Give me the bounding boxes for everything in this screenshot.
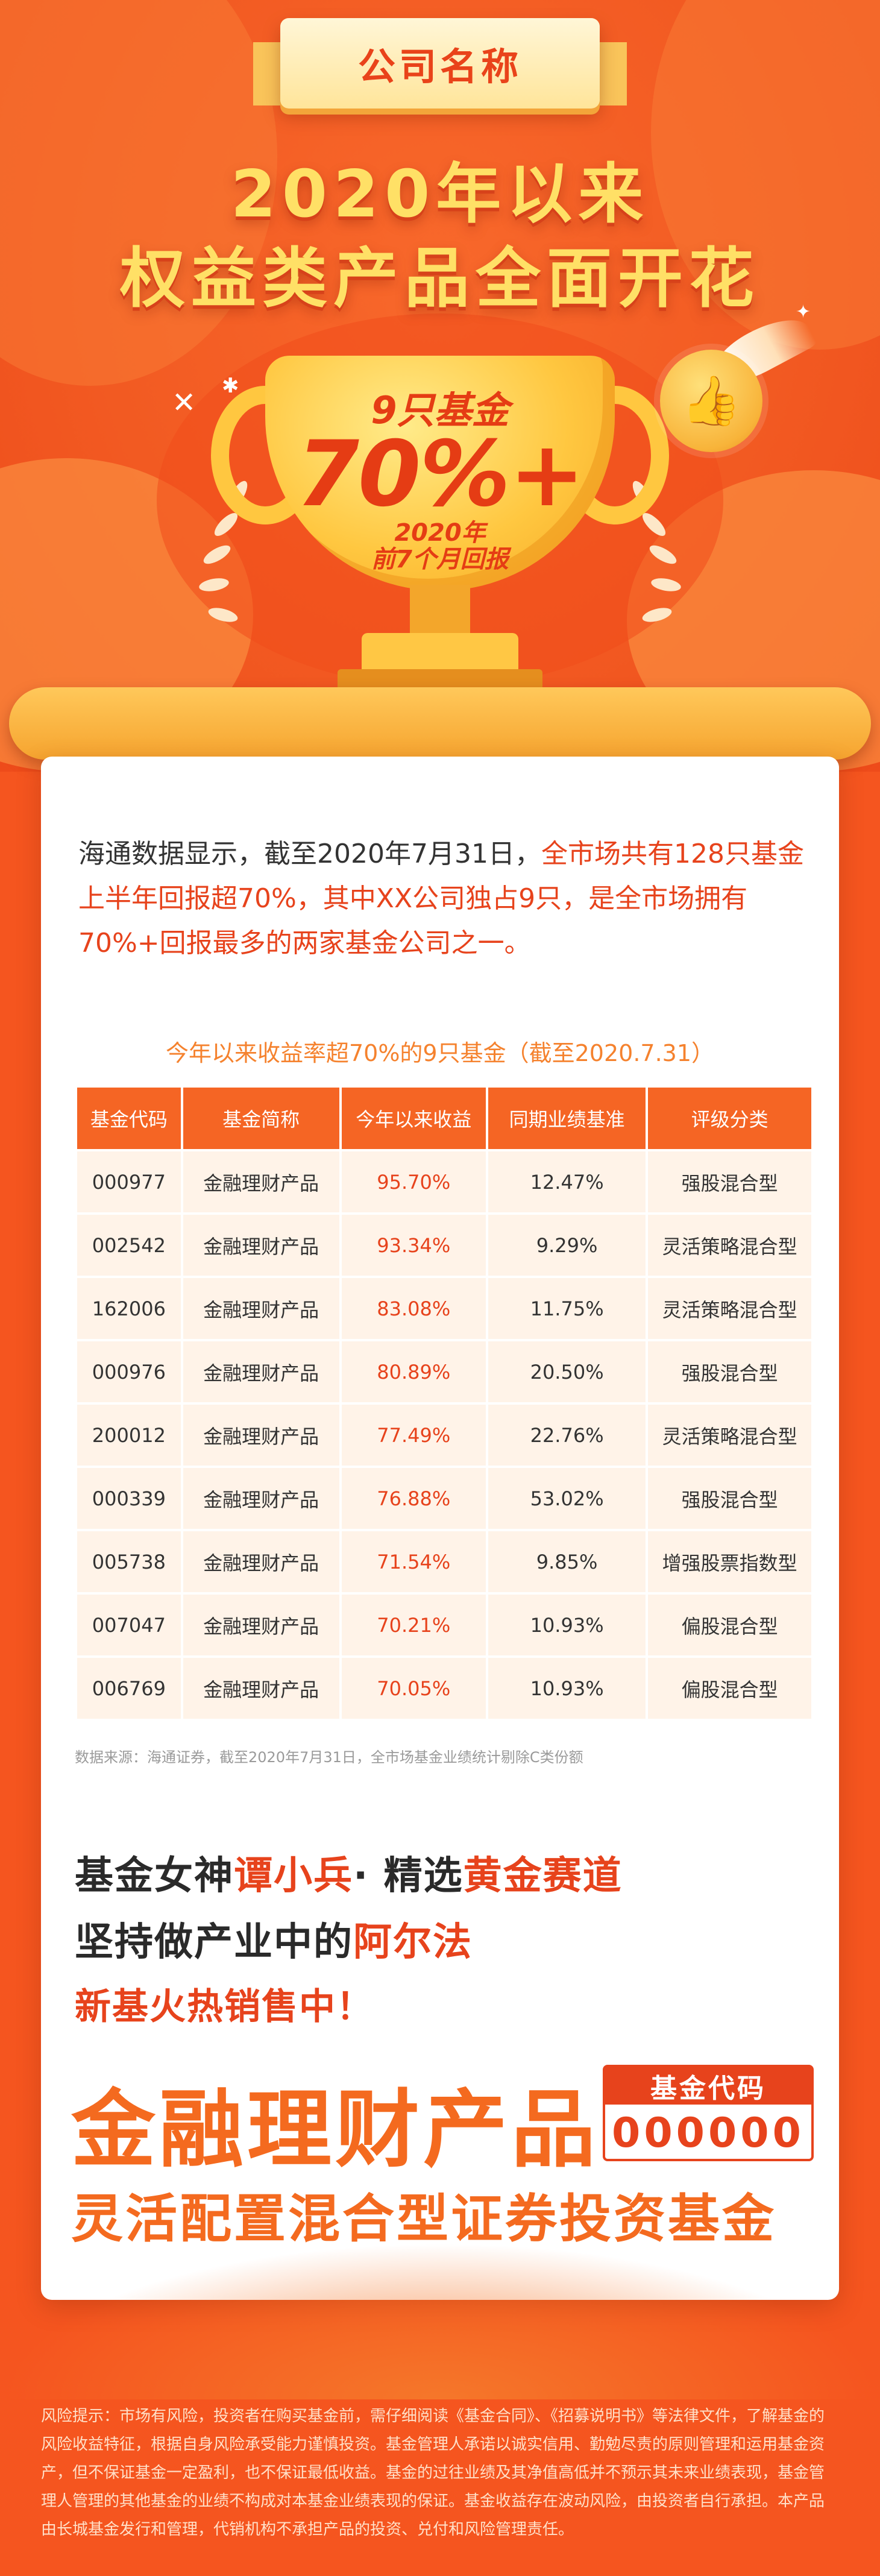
scroll-rod (9, 687, 871, 760)
col-header-rating: 评级分类 (648, 1088, 811, 1149)
promo-text: 基金女神 (75, 1854, 234, 1898)
fund-code-label: 基金代码 (605, 2067, 811, 2105)
fund-name: 金融理财产品 (183, 1278, 339, 1339)
fund-ytd-return: 70.05% (341, 1658, 486, 1719)
thumbs-up-icon: 👍 (681, 373, 741, 429)
fund-ytd-return: 70.21% (341, 1595, 486, 1655)
fund-benchmark: 10.93% (488, 1658, 646, 1719)
fund-name: 金融理财产品 (183, 1405, 339, 1466)
trophy-fund-count: 9只基金 (371, 388, 509, 432)
intro-paragraph: 海通数据显示，截至2020年7月31日，全市场共有128只基金上半年回报超70%… (78, 832, 814, 966)
fund-rating: 增强股票指数型 (648, 1531, 811, 1592)
trophy-return-figure: 70%+ (296, 422, 585, 527)
company-name: 公司名称 (357, 45, 522, 89)
fund-code: 007047 (77, 1595, 181, 1655)
fund-rating: 强股混合型 (648, 1468, 811, 1529)
fund-rating: 灵活策略混合型 (648, 1215, 811, 1276)
risk-disclaimer: 风险提示：市场有风险，投资者在购买基金前，需仔细阅读《基金合同》、《招募说明书》… (41, 2407, 825, 2539)
table-row: 000977 金融理财产品 95.70% 12.47% 强股混合型 (77, 1151, 811, 1212)
fund-ytd-return: 71.54% (341, 1531, 486, 1592)
thumbs-up-badge (660, 350, 762, 452)
fund-benchmark: 11.75% (488, 1278, 646, 1339)
fund-benchmark: 22.76% (488, 1405, 646, 1466)
decor-wave (0, 2243, 880, 2399)
col-header-code: 基金代码 (77, 1088, 181, 1149)
fund-code: 002542 (77, 1215, 181, 1276)
fund-code: 005738 (77, 1531, 181, 1592)
promo-line-3: 新基火热销售中！ (75, 1986, 374, 2028)
fund-name: 金融理财产品 (183, 1595, 339, 1655)
table-row: 000339 金融理财产品 76.88% 53.02% 强股混合型 (77, 1468, 811, 1529)
fund-ytd-return: 95.70% (341, 1151, 486, 1212)
fund-benchmark: 53.02% (488, 1468, 646, 1529)
data-source-note: 数据来源：海通证券，截至2020年7月31日，全市场基金业绩统计剔除C类份额 (75, 1749, 583, 1766)
table-row: 007047 金融理财产品 70.21% 10.93% 偏股混合型 (77, 1595, 811, 1655)
fund-rating: 偏股混合型 (648, 1595, 811, 1655)
promo-line-2: 坚持做产业中的阿尔法 (75, 1911, 473, 1967)
headline-line-1: 2020年以来 (230, 157, 650, 232)
product-name: 金融理财产品 (71, 2081, 600, 2179)
intro-text: 海通数据显示，截至2020年7月31日， (78, 839, 541, 869)
fund-name: 金融理财产品 (183, 1531, 339, 1592)
fund-ytd-return: 76.88% (341, 1468, 486, 1529)
trophy-stem (410, 585, 470, 639)
product-type: 灵活配置混合型证券投资基金 (71, 2189, 776, 2249)
fund-code-value: 000000 (612, 2109, 805, 2157)
fund-name: 金融理财产品 (183, 1658, 339, 1719)
fund-code: 000339 (77, 1468, 181, 1529)
fund-code: 000977 (77, 1151, 181, 1212)
fund-code: 000976 (77, 1341, 181, 1402)
fund-ytd-return: 77.49% (341, 1405, 486, 1466)
fund-code: 006769 (77, 1658, 181, 1719)
col-header-benchmark: 同期业绩基准 (488, 1088, 646, 1149)
fund-benchmark: 9.85% (488, 1531, 646, 1592)
table-row: 006769 金融理财产品 70.05% 10.93% 偏股混合型 (77, 1658, 811, 1719)
trophy-period: 2020年 前7个月回报 (371, 519, 509, 573)
fund-code-box (603, 2065, 814, 2161)
fund-ytd-return: 80.89% (341, 1341, 486, 1402)
table-header-row: 基金代码 基金简称 今年以来收益 同期业绩基准 评级分类 (77, 1088, 811, 1149)
table-title: 今年以来收益率超70%的9只基金（截至2020.7.31） (165, 1040, 715, 1066)
table-row: 200012 金融理财产品 77.49% 22.76% 灵活策略混合型 (77, 1405, 811, 1466)
promo-highlight: 谭小兵 (234, 1854, 353, 1898)
promo-text: · 精选 (353, 1854, 464, 1898)
fund-benchmark: 20.50% (488, 1341, 646, 1402)
fund-benchmark: 10.93% (488, 1595, 646, 1655)
table-row: 002542 金融理财产品 93.34% 9.29% 灵活策略混合型 (77, 1215, 811, 1276)
col-header-ytd-return: 今年以来收益 (341, 1088, 486, 1149)
trophy-base (362, 633, 518, 675)
fund-ytd-return: 83.08% (341, 1278, 486, 1339)
fund-code: 200012 (77, 1405, 181, 1466)
sparkle-icon: ✦ (796, 301, 811, 323)
fund-name: 金融理财产品 (183, 1341, 339, 1402)
fund-name: 金融理财产品 (183, 1215, 339, 1276)
fund-rating: 偏股混合型 (648, 1658, 811, 1719)
headline-line-2: 权益类产品全面开花 (119, 241, 760, 316)
fund-rating: 强股混合型 (648, 1151, 811, 1212)
table-row: 000976 金融理财产品 80.89% 20.50% 强股混合型 (77, 1341, 811, 1402)
table-row: 162006 金融理财产品 83.08% 11.75% 灵活策略混合型 (77, 1278, 811, 1339)
sparkle-icon: ✕ (172, 386, 196, 420)
table-row: 005738 金融理财产品 71.54% 9.85% 增强股票指数型 (77, 1531, 811, 1592)
fund-benchmark: 12.47% (488, 1151, 646, 1212)
sparkle-icon: ✱ (222, 374, 239, 398)
intro-highlight: 全市场共有128只基金上半年回报超70%，其中XX公司独占9只，是全市场拥有70… (78, 839, 804, 959)
col-header-name: 基金简称 (183, 1088, 339, 1149)
fund-rating: 灵活策略混合型 (648, 1405, 811, 1466)
fund-benchmark: 9.29% (488, 1215, 646, 1276)
fund-rating: 强股混合型 (648, 1341, 811, 1402)
promo-highlight: 黄金赛道 (463, 1854, 623, 1898)
promo-text: 坚持做产业中的 (75, 1920, 353, 1965)
company-banner (280, 18, 600, 109)
fund-ytd-return: 93.34% (341, 1215, 486, 1276)
fund-rating: 灵活策略混合型 (648, 1278, 811, 1339)
promo-highlight: 阿尔法 (353, 1920, 473, 1965)
fund-code: 162006 (77, 1278, 181, 1339)
fund-name: 金融理财产品 (183, 1151, 339, 1212)
promo-line-1: 基金女神谭小兵· 精选黄金赛道 (75, 1845, 623, 1900)
fund-name: 金融理财产品 (183, 1468, 339, 1529)
fund-table: 基金代码 基金简称 今年以来收益 同期业绩基准 评级分类 000977 金融理财… (75, 1085, 814, 1721)
